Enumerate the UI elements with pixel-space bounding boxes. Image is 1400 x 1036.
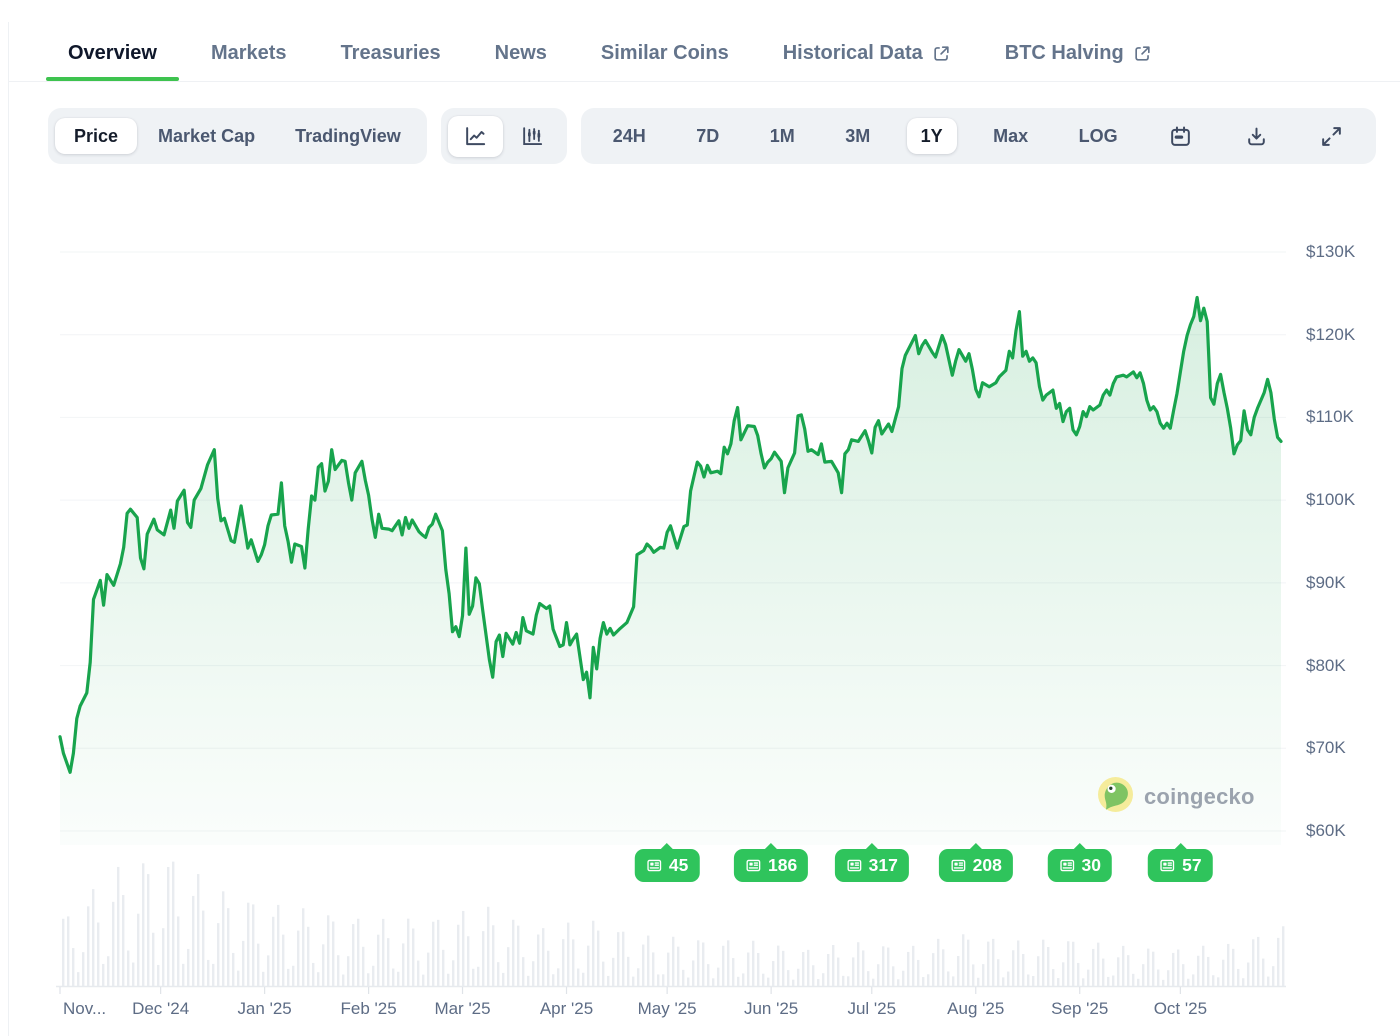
news-count: 45 — [668, 855, 689, 875]
expand-icon — [1319, 124, 1344, 149]
metric-toggle-group: Price Market Cap TradingView — [48, 108, 427, 164]
y-axis-label-120k: $120K — [1306, 324, 1356, 344]
metric-market-cap-button[interactable]: Market Cap — [139, 118, 274, 154]
y-axis-label-110k: $110K — [1306, 407, 1354, 427]
volume-bars — [62, 861, 1285, 986]
active-tab-underline — [46, 77, 179, 81]
y-axis-label-100k: $100K — [1306, 490, 1356, 510]
x-axis-label-9: Jul '25 — [847, 999, 897, 1018]
tab-label: Treasuries — [340, 41, 441, 64]
chart-type-toggle-group — [440, 108, 567, 164]
news-count: 30 — [1081, 855, 1101, 875]
range-max-button[interactable]: Max — [979, 118, 1042, 154]
external-link-icon — [1133, 44, 1152, 63]
line-chart-icon — [463, 124, 488, 149]
coingecko-logo-icon — [1097, 776, 1134, 818]
download-button[interactable] — [1230, 115, 1283, 158]
x-axis-label-3: Jan '25 — [237, 999, 292, 1018]
tab-overview[interactable]: Overview — [44, 25, 181, 81]
x-axis-label-10: Aug '25 — [947, 999, 1005, 1018]
coingecko-watermark: coingecko — [1097, 776, 1255, 818]
tab-label: Overview — [68, 41, 157, 64]
metric-price-button[interactable]: Price — [55, 118, 138, 154]
y-axis-label-80k: $80K — [1306, 655, 1346, 675]
calendar-icon — [1168, 124, 1193, 149]
news-count-badge-2025-06[interactable]: 186 — [734, 843, 809, 882]
expand-button[interactable] — [1305, 115, 1358, 158]
price-area-fill — [60, 297, 1281, 845]
tab-bar: Overview Markets Treasuries News Similar Coi… — [44, 25, 1400, 81]
x-axis-label-8: Jun '25 — [743, 999, 799, 1018]
tab-btc-halving[interactable]: BTC Halving — [981, 25, 1176, 81]
y-axis-label-90k: $90K — [1306, 572, 1346, 592]
news-count: 57 — [1182, 855, 1202, 875]
candlestick-chart-icon — [520, 124, 545, 149]
newspaper-icon — [1059, 857, 1076, 874]
news-count: 208 — [972, 855, 1002, 875]
download-icon — [1244, 124, 1269, 149]
news-count-badge-2025-10[interactable]: 57 — [1148, 843, 1213, 882]
tab-label: Similar Coins — [600, 41, 729, 64]
x-axis-label-5: Mar '25 — [434, 999, 491, 1018]
line-chart-button[interactable] — [447, 115, 503, 157]
range-24h-button[interactable]: 24H — [599, 118, 660, 154]
range-1y-button[interactable]: 1Y — [906, 118, 957, 154]
news-count-badge-2025-08[interactable]: 208 — [938, 843, 1013, 882]
range-3m-button[interactable]: 3M — [831, 118, 884, 154]
news-count: 186 — [768, 855, 798, 875]
tab-similar-coins[interactable]: Similar Coins — [577, 25, 753, 81]
newspaper-icon — [846, 857, 863, 874]
x-axis-label-6: Apr '25 — [539, 999, 594, 1018]
news-count-badge-2025-05[interactable]: 45 — [634, 843, 700, 882]
news-count-badge-2025-07[interactable]: 317 — [834, 843, 909, 882]
range-1m-button[interactable]: 1M — [756, 118, 809, 154]
newspaper-icon — [1159, 857, 1176, 874]
newspaper-icon — [646, 857, 663, 874]
metric-tradingview-button[interactable]: TradingView — [276, 118, 420, 154]
tab-label: Markets — [210, 41, 287, 64]
news-count-badge-2025-09[interactable]: 30 — [1047, 843, 1112, 882]
tab-historical-data[interactable]: Historical Data — [759, 25, 975, 81]
y-axis-label-130k: $130K — [1306, 242, 1356, 261]
y-axis-label-60k: $60K — [1306, 821, 1346, 840]
calendar-button[interactable] — [1154, 115, 1207, 158]
tab-treasuries[interactable]: Treasuries — [317, 25, 465, 81]
external-link-icon — [932, 44, 951, 63]
x-axis-label-4: Feb '25 — [340, 999, 397, 1018]
range-selector-group: 24H 7D 1M 3M 1Y Max LOG — [580, 108, 1376, 164]
tab-bar-divider — [8, 81, 1400, 82]
newspaper-icon — [950, 857, 967, 874]
tab-label: News — [494, 41, 547, 64]
y-axis-label-70k: $70K — [1306, 738, 1346, 758]
x-axis-label-1: Nov... — [63, 999, 107, 1018]
x-axis-label-2: Dec '24 — [132, 999, 190, 1018]
range-log-button[interactable]: LOG — [1065, 118, 1132, 154]
watermark-label: coingecko — [1144, 784, 1255, 809]
x-axis-label-11: Sep '25 — [1051, 999, 1109, 1018]
tab-markets[interactable]: Markets — [187, 25, 311, 81]
card-left-border — [8, 22, 9, 1036]
price-line — [58, 295, 1283, 774]
range-7d-button[interactable]: 7D — [682, 118, 733, 154]
newspaper-icon — [745, 857, 762, 874]
x-axis-label-7: May '25 — [637, 999, 697, 1018]
x-axis-label-12: Oct '25 — [1153, 999, 1208, 1018]
tab-news[interactable]: News — [471, 25, 571, 81]
tab-label: Historical Data — [782, 41, 923, 64]
tab-label: BTC Halving — [1004, 41, 1124, 64]
candlestick-chart-button[interactable] — [505, 116, 560, 157]
chart-toolbar: Price Market Cap TradingView 24H 7D 1M 3M 1Y Max… — [48, 108, 1376, 164]
news-count: 317 — [868, 855, 898, 875]
